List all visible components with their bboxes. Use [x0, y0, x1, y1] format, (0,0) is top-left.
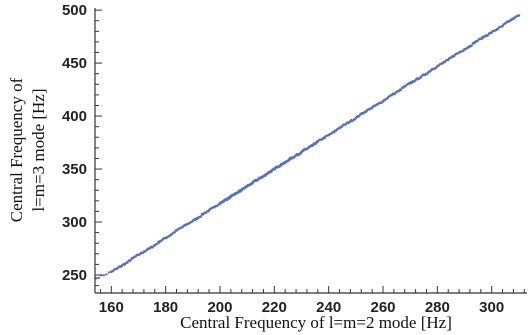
y-axis-title-line-1: Central Frequency of: [7, 77, 26, 222]
y-tick-label: 300: [62, 214, 87, 231]
data-point: [95, 276, 98, 280]
y-tick-label: 250: [62, 267, 87, 284]
data-point: [173, 231, 176, 234]
y-tick-label: 350: [62, 161, 87, 178]
data-point: [156, 242, 159, 245]
data-point: [102, 274, 106, 277]
data-point: [470, 44, 473, 47]
y-axis-ticks: 250 300 350 400 450 500: [62, 2, 102, 287]
data-point: [399, 88, 403, 92]
x-tick-label: 160: [99, 299, 124, 316]
x-tick-label: 240: [316, 299, 341, 316]
y-tick-label: 450: [62, 55, 87, 72]
data-point: [107, 271, 111, 274]
x-tick-label: 220: [262, 299, 287, 316]
data-points: [95, 14, 521, 280]
x-tick-label: 280: [425, 299, 450, 316]
x-tick-label: 300: [479, 299, 504, 316]
data-point: [199, 215, 203, 218]
y-tick-label: 400: [62, 108, 87, 125]
data-point: [105, 273, 108, 276]
x-axis-ticks: 160 180 200 220 240 260 280 300: [99, 286, 525, 316]
x-axis-title: Central Frequency of l=m=2 mode [Hz]: [180, 313, 452, 332]
data-point: [480, 37, 483, 41]
y-axis-title-line-2: l=m=3 mode [Hz]: [29, 88, 48, 211]
data-point: [517, 14, 521, 17]
data-point: [97, 276, 101, 280]
x-tick-label: 200: [207, 299, 232, 316]
x-tick-label: 260: [370, 299, 395, 316]
y-tick-label: 500: [62, 2, 87, 19]
data-point: [358, 114, 361, 118]
x-tick-label: 180: [153, 299, 178, 316]
data-point: [323, 136, 327, 140]
